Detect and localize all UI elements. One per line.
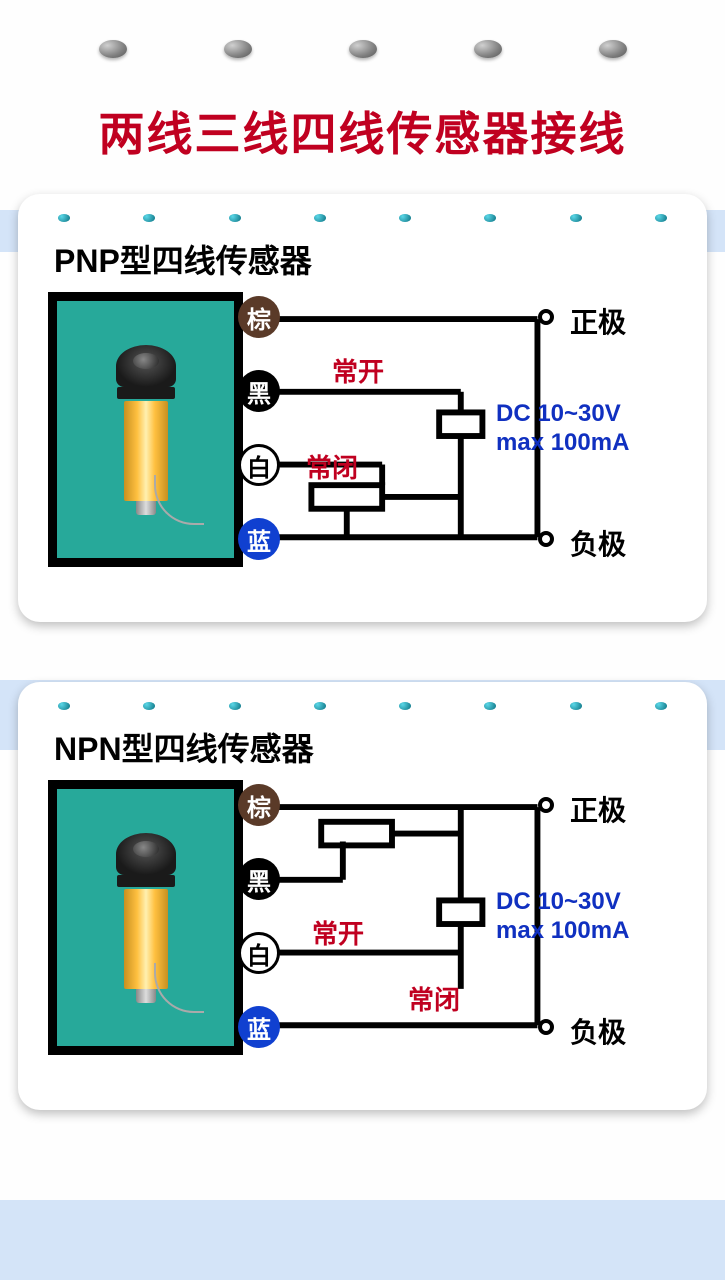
label-normally-open: 常开 [332,352,384,389]
wire-black: 黑 [238,858,280,900]
wire-blue: 蓝 [238,518,280,560]
diagram-npn: 棕 黑 白 蓝 正极 负极 常开 常闭 DC 10~30Vmax 100mA [48,780,677,1070]
label-negative: 负极 [570,523,626,563]
rivet-icon [474,40,502,58]
card-rivets [48,700,677,718]
diagram-pnp: 棕 黑 白 蓝 正极 负极 常开 常闭 DC 10~30Vmax 100mA [48,292,677,582]
page-title: 两线三线四线传感器接线 [0,78,725,194]
sensor-box [48,780,243,1055]
spec-text: DC 10~30Vmax 100mA [496,888,629,946]
card-npn: NPN型四线传感器 [18,682,707,1110]
label-positive: 正极 [570,789,626,829]
rivet-icon [99,40,127,58]
sensor-icon [116,833,176,1003]
rivet-icon [349,40,377,58]
label-normally-closed: 常闭 [408,980,460,1017]
rivet-icon [224,40,252,58]
wire-brown: 棕 [238,784,280,826]
terminal-icon [538,309,554,325]
card-title-pnp: PNP型四线传感器 [48,230,677,292]
terminal-icon [538,797,554,813]
terminal-icon [538,531,554,547]
sensor-icon [116,345,176,515]
terminal-icon [538,1019,554,1035]
card-title-npn: NPN型四线传感器 [48,718,677,780]
wire-white: 白 [238,444,280,486]
card-rivets [48,212,677,230]
wire-white: 白 [238,932,280,974]
rivet-icon [599,40,627,58]
label-positive: 正极 [570,301,626,341]
spec-text: DC 10~30Vmax 100mA [496,400,629,458]
wire-brown: 棕 [238,296,280,338]
card-pnp: PNP型四线传感器 [18,194,707,622]
wire-black: 黑 [238,370,280,412]
label-normally-open: 常开 [312,914,364,951]
label-negative: 负极 [570,1011,626,1051]
sensor-box [48,292,243,567]
label-normally-closed: 常闭 [306,448,358,485]
wire-blue: 蓝 [238,1006,280,1048]
top-rivets [0,0,725,78]
